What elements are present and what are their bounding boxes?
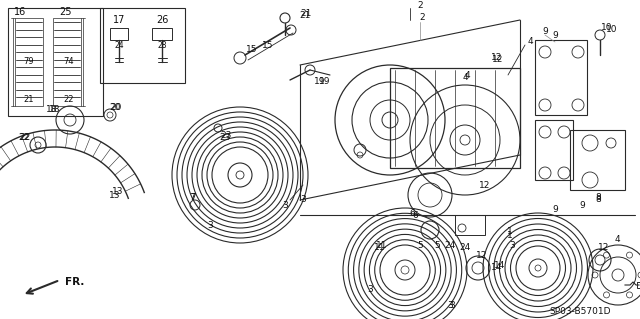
Text: 6: 6 bbox=[409, 209, 415, 218]
Bar bbox=[53, 18, 81, 106]
Bar bbox=[110, 28, 128, 40]
Text: FR.: FR. bbox=[65, 277, 84, 287]
Text: 11: 11 bbox=[374, 243, 386, 253]
Text: 10: 10 bbox=[606, 26, 618, 34]
Text: 22: 22 bbox=[64, 95, 74, 105]
Bar bbox=[455, 215, 485, 235]
Text: 10: 10 bbox=[601, 24, 612, 33]
Text: 17: 17 bbox=[113, 15, 125, 25]
Text: 12: 12 bbox=[598, 243, 610, 253]
Text: 22: 22 bbox=[19, 133, 29, 143]
Text: 79: 79 bbox=[24, 57, 35, 66]
Text: 12: 12 bbox=[492, 56, 504, 64]
Text: 4: 4 bbox=[527, 38, 533, 47]
Text: 13: 13 bbox=[109, 190, 121, 199]
Bar bbox=[570, 130, 625, 190]
Text: 4: 4 bbox=[614, 235, 620, 244]
Bar bbox=[390, 68, 520, 168]
Text: 16: 16 bbox=[14, 7, 26, 17]
Text: 8: 8 bbox=[595, 196, 601, 204]
Text: 21: 21 bbox=[300, 10, 312, 19]
Text: 1: 1 bbox=[507, 227, 513, 236]
Text: 20: 20 bbox=[109, 103, 121, 113]
Text: 74: 74 bbox=[64, 57, 74, 66]
Text: 15: 15 bbox=[246, 46, 258, 55]
Text: 7: 7 bbox=[190, 192, 196, 202]
Text: 12: 12 bbox=[492, 54, 502, 63]
Text: 24: 24 bbox=[114, 41, 124, 49]
Text: 7: 7 bbox=[189, 194, 195, 203]
Text: 12: 12 bbox=[476, 250, 488, 259]
Text: 3: 3 bbox=[449, 300, 455, 309]
Text: 5: 5 bbox=[434, 241, 440, 250]
Text: 24: 24 bbox=[444, 241, 456, 249]
Bar bbox=[152, 28, 172, 40]
Text: 9: 9 bbox=[542, 27, 548, 36]
Bar bbox=[637, 282, 640, 288]
Text: 11: 11 bbox=[376, 241, 388, 250]
Bar bbox=[535, 40, 587, 115]
Text: 19: 19 bbox=[319, 78, 331, 86]
Text: 23: 23 bbox=[220, 131, 232, 140]
Text: 3: 3 bbox=[509, 241, 515, 249]
Text: SP03-B5701D: SP03-B5701D bbox=[549, 308, 611, 316]
Text: 6: 6 bbox=[412, 211, 418, 219]
Text: 23: 23 bbox=[220, 133, 230, 143]
Text: 25: 25 bbox=[59, 7, 71, 17]
Text: 19: 19 bbox=[314, 78, 326, 86]
Text: 24: 24 bbox=[460, 243, 470, 253]
Text: 26: 26 bbox=[156, 15, 168, 25]
Text: 4: 4 bbox=[464, 71, 470, 80]
Text: 13: 13 bbox=[112, 188, 124, 197]
Text: 1: 1 bbox=[507, 231, 513, 240]
Text: 3: 3 bbox=[282, 201, 288, 210]
Text: 22: 22 bbox=[19, 133, 31, 143]
Text: 12: 12 bbox=[479, 181, 491, 189]
Text: 3: 3 bbox=[367, 286, 373, 294]
Text: 14: 14 bbox=[492, 263, 502, 272]
Text: 8: 8 bbox=[595, 194, 601, 203]
Text: 28: 28 bbox=[157, 41, 167, 49]
Text: 3: 3 bbox=[207, 220, 213, 229]
Text: 5: 5 bbox=[417, 241, 423, 249]
Bar bbox=[535, 120, 573, 180]
Text: 9: 9 bbox=[552, 205, 558, 214]
Text: 2: 2 bbox=[417, 2, 423, 11]
Text: 15: 15 bbox=[262, 41, 274, 49]
Text: 14: 14 bbox=[494, 261, 506, 270]
Text: 21: 21 bbox=[300, 11, 310, 20]
Text: 4: 4 bbox=[462, 73, 468, 83]
Bar bbox=[15, 18, 43, 106]
Text: 2: 2 bbox=[419, 13, 425, 23]
Text: 21: 21 bbox=[24, 95, 35, 105]
Text: 9: 9 bbox=[552, 32, 558, 41]
Text: 9: 9 bbox=[579, 201, 585, 210]
Text: 18: 18 bbox=[46, 106, 58, 115]
Text: 3: 3 bbox=[447, 300, 453, 309]
Bar bbox=[100, 8, 185, 83]
Text: 18: 18 bbox=[49, 106, 61, 115]
Bar bbox=[8, 8, 103, 116]
Text: 3: 3 bbox=[300, 196, 306, 204]
Text: 20: 20 bbox=[110, 102, 122, 112]
